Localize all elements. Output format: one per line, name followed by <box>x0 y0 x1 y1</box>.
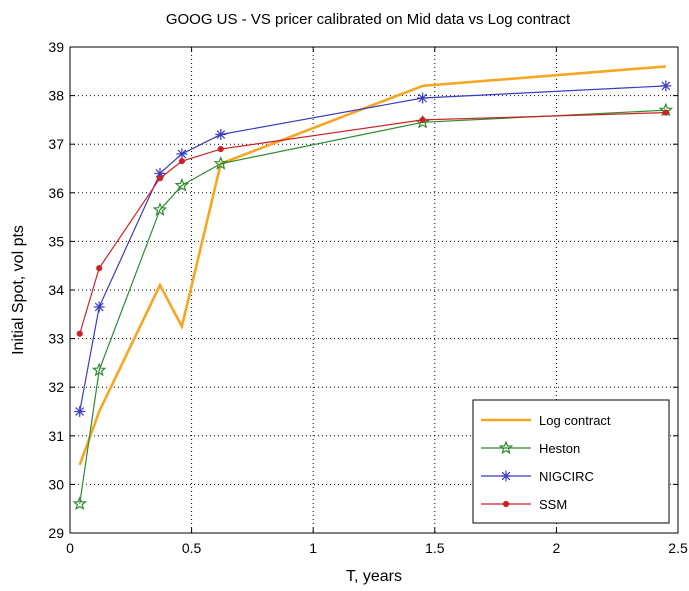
y-tick-label: 39 <box>48 39 64 55</box>
legend-label: Log contract <box>539 413 611 428</box>
data-point-ssm <box>96 265 103 272</box>
legend-marker <box>498 440 514 455</box>
y-tick-label: 34 <box>48 282 64 298</box>
data-point-ssm <box>156 175 164 182</box>
data-point-nigcirc <box>660 80 672 92</box>
legend-entry-ssm: SSM <box>481 497 567 512</box>
plot-frame <box>69 46 679 534</box>
series-ssm <box>76 109 669 337</box>
y-axis-label: Initial Spot, vol pts <box>10 225 27 355</box>
series-line-log-contract <box>78 65 666 466</box>
y-tick-label: 33 <box>48 331 64 347</box>
legend-marker <box>500 470 512 482</box>
y-tick-label: 32 <box>48 379 64 395</box>
series-log-contract <box>78 65 666 466</box>
legend-label: SSM <box>539 497 567 512</box>
data-point-ssm <box>419 116 426 124</box>
data-point-heston <box>174 177 190 192</box>
data-point-ssm <box>178 158 185 165</box>
legend-entry-nigcirc: NIGCIRC <box>481 469 594 484</box>
y-tick-label: 30 <box>48 476 64 492</box>
y-tick-label: 35 <box>48 233 64 249</box>
series-layer <box>72 65 674 511</box>
legend-marker <box>502 500 510 508</box>
legend-label: Heston <box>539 441 580 456</box>
chart-title: GOOG US - VS pricer calibrated on Mid da… <box>166 11 571 28</box>
y-tick-label: 29 <box>48 525 64 541</box>
data-point-nigcirc <box>74 406 86 417</box>
grid <box>70 47 678 533</box>
data-point-nigcirc <box>93 301 105 313</box>
legend-label: NIGCIRC <box>539 469 594 484</box>
data-point-heston <box>213 155 229 170</box>
x-tick-label: 1.5 <box>425 540 445 556</box>
x-tick-label: 2 <box>553 540 561 556</box>
x-tick-label: 1 <box>309 540 317 556</box>
legend-entry-heston: Heston <box>481 440 580 456</box>
data-point-nigcirc <box>215 128 227 140</box>
legend: Log contract Heston NIGCIRC SSM <box>472 399 670 524</box>
data-point-heston <box>91 362 107 377</box>
data-point-nigcirc <box>417 92 429 104</box>
data-point-ssm <box>662 109 669 116</box>
data-point-heston <box>152 202 168 216</box>
x-tick-label: 0.5 <box>182 540 202 556</box>
y-tick-label: 31 <box>48 428 64 444</box>
data-point-ssm <box>76 330 83 337</box>
data-point-nigcirc <box>176 148 188 160</box>
y-tick-label: 37 <box>48 136 64 152</box>
data-point-ssm <box>217 145 224 153</box>
x-axis-label: T, years <box>346 568 402 585</box>
legend-entry-log-contract: Log contract <box>481 413 611 428</box>
x-tick-label: 0 <box>66 540 74 556</box>
y-tick-label: 38 <box>48 88 64 104</box>
axis-ticks: 0 0.5 1 1.5 2 2.5 29 30 31 32 33 34 35 36 37 38 39 <box>48 39 688 556</box>
y-tick-label: 36 <box>48 185 64 201</box>
data-point-heston <box>72 496 87 511</box>
x-tick-label: 2.5 <box>668 540 688 556</box>
